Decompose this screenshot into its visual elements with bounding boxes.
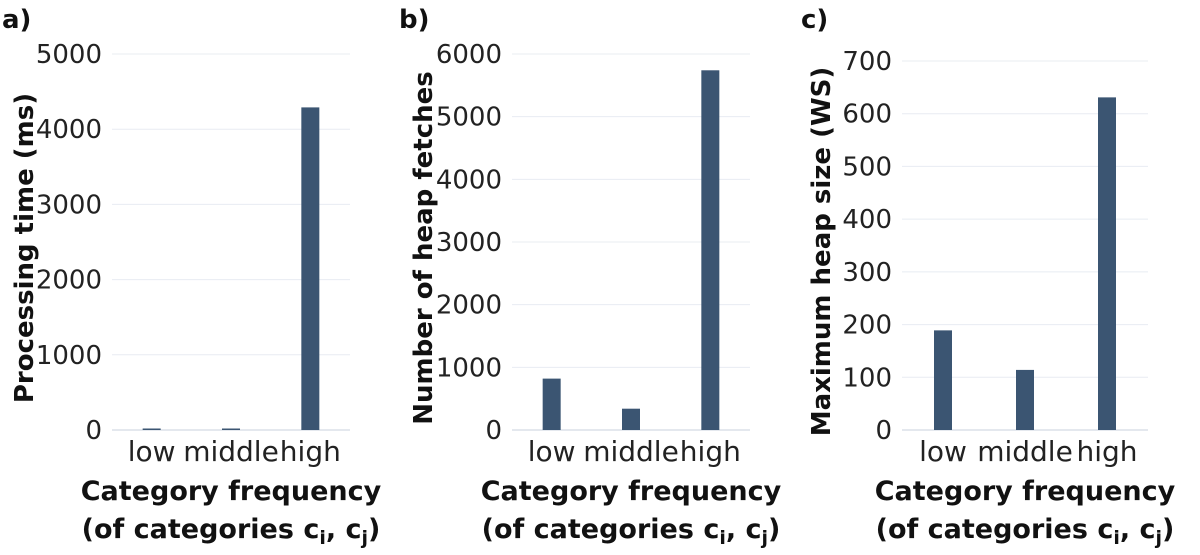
x-tick-label: high xyxy=(1076,435,1137,468)
x-axis-label-prefix: (of categories c xyxy=(876,514,1114,545)
bar-middle xyxy=(1016,369,1034,430)
x-axis-label-suffix: ) xyxy=(1162,514,1174,545)
y-tick-label: 3000 xyxy=(36,190,102,220)
x-axis-label-suffix: ) xyxy=(368,514,380,545)
x-axis-label-prefix: (of categories c xyxy=(482,514,720,545)
y-tick-label: 700 xyxy=(842,47,892,77)
y-axis-label: Number of heap fetches xyxy=(409,71,439,424)
x-axis-label-prefix: (of categories c xyxy=(82,514,320,545)
y-tick-label: 500 xyxy=(842,152,892,182)
bar-middle xyxy=(222,428,240,430)
x-axis-label-separator: , c xyxy=(326,514,362,545)
y-tick-label: 400 xyxy=(842,205,892,235)
x-tick-label: high xyxy=(680,435,741,468)
y-tick-label: 5000 xyxy=(436,103,502,133)
x-tick-label: low xyxy=(919,435,967,468)
bar-high xyxy=(1098,97,1116,430)
chart-panel-2: 0 1000 2000 3000 4000 5000 6000 low middle high b)… xyxy=(399,5,782,549)
y-tick-label: 2000 xyxy=(36,266,102,296)
y-tick-label: 600 xyxy=(842,100,892,130)
bar-low xyxy=(542,378,561,430)
bar-low xyxy=(142,428,161,430)
y-tick-label: 200 xyxy=(842,311,892,341)
y-axis-label: Processing time (ms) xyxy=(10,93,40,403)
y-axis-label: Maximum heap size (WS) xyxy=(807,67,837,437)
chart-panel-1: 0 1000 2000 3000 4000 5000 low middle high a) Proc… xyxy=(2,5,382,549)
x-axis-label-subscript: i xyxy=(1113,527,1120,549)
y-tick-label: 2000 xyxy=(436,291,502,321)
x-axis-label-line2: (of categories ci, cj) xyxy=(82,514,381,549)
bar-middle xyxy=(622,408,640,430)
x-tick-label: low xyxy=(528,435,576,468)
x-axis-label-separator: , c xyxy=(1120,514,1156,545)
y-tick-label: 4000 xyxy=(36,115,102,145)
x-axis-label: Category frequency xyxy=(875,476,1176,507)
x-axis-label-line2: (of categories ci, cj) xyxy=(876,514,1175,549)
y-tick-label: 1000 xyxy=(36,341,102,371)
y-tick-label: 100 xyxy=(842,363,892,393)
x-axis-label-subscript: i xyxy=(719,527,726,549)
y-tick-label: 0 xyxy=(485,416,502,446)
x-axis-label-suffix: ) xyxy=(768,514,780,545)
y-tick-label: 1000 xyxy=(436,353,502,383)
bar-high xyxy=(701,70,720,430)
x-tick-label: middle xyxy=(183,435,279,468)
y-tick-label: 0 xyxy=(85,416,102,446)
panel-label: c) xyxy=(801,5,828,35)
x-axis-label-subscript: j xyxy=(361,527,369,549)
y-tick-label: 6000 xyxy=(436,40,502,70)
x-axis-label-subscript: i xyxy=(319,527,326,549)
x-tick-label: high xyxy=(280,435,341,468)
x-axis-label-separator: , c xyxy=(726,514,762,545)
y-tick-label: 300 xyxy=(842,258,892,288)
bar-high xyxy=(301,107,320,430)
y-tick-label: 0 xyxy=(875,416,892,446)
x-tick-label: middle xyxy=(583,435,679,468)
x-axis-label-subscript: j xyxy=(761,527,769,549)
x-axis-label-line2: (of categories ci, cj) xyxy=(482,514,781,549)
chart-panel-3: 0 100 200 300 400 500 600 700 low middle high c) Max… xyxy=(801,5,1176,549)
bar-low xyxy=(934,330,952,430)
x-axis-label: Category frequency xyxy=(81,476,382,507)
y-tick-label: 3000 xyxy=(436,228,502,258)
x-axis-label-subscript: j xyxy=(1155,527,1163,549)
x-axis-label: Category frequency xyxy=(481,476,782,507)
y-tick-label: 4000 xyxy=(436,165,502,195)
panel-label: a) xyxy=(2,5,31,35)
x-tick-label: low xyxy=(128,435,176,468)
y-tick-label: 5000 xyxy=(36,40,102,70)
panel-label: b) xyxy=(399,5,430,35)
x-tick-label: middle xyxy=(977,435,1073,468)
